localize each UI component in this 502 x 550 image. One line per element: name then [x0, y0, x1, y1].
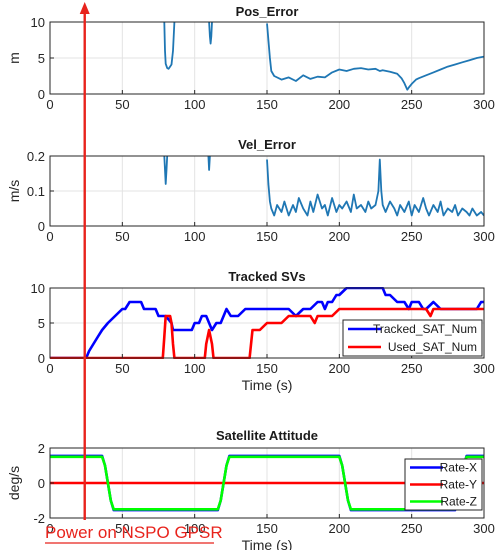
y-tick-label: -2	[33, 511, 45, 526]
y-tick-label: 0	[38, 476, 45, 491]
x-tick-label: 100	[184, 361, 206, 376]
x-tick-label: 50	[115, 361, 129, 376]
x-tick-label: 150	[256, 97, 278, 112]
x-tick-label: 200	[328, 97, 350, 112]
x-tick-label: 50	[115, 97, 129, 112]
y-tick-label: 5	[38, 316, 45, 331]
legend: Tracked_SAT_Num Used_SAT_Num	[342, 319, 483, 357]
annotation-arrow-head	[79, 2, 90, 14]
chart-title: Pos_Error	[236, 4, 299, 19]
x-tick-label: 250	[401, 229, 423, 244]
x-axis-label: Time (s)	[242, 377, 293, 393]
x-tick-label: 200	[328, 521, 350, 536]
y-tick-label: 5	[38, 51, 45, 66]
power-on-annotation: Power on NSPO GPSR	[45, 2, 223, 544]
x-tick-label: 200	[328, 361, 350, 376]
legend-label: Rate-X	[440, 461, 477, 475]
legend-label: Rate-Z	[440, 495, 477, 509]
legend: Rate-X Rate-Y Rate-Z	[404, 458, 483, 511]
x-tick-label: 50	[115, 521, 129, 536]
x-tick-label: 300	[473, 229, 495, 244]
y-axis-label: deg/s	[6, 466, 22, 500]
y-axis-label: m	[6, 52, 22, 64]
y-tick-label: 0	[38, 351, 45, 366]
x-tick-label: 200	[328, 229, 350, 244]
y-tick-label: 0.2	[27, 149, 45, 164]
x-axis-label: Time (s)	[242, 537, 293, 550]
x-tick-label: 100	[184, 521, 206, 536]
legend-label: Tracked_SAT_Num	[373, 322, 477, 336]
y-axis-label: m/s	[6, 180, 22, 203]
annotation-label: Power on NSPO GPSR	[45, 523, 223, 542]
series-line-1	[266, 23, 484, 91]
series-line-2	[163, 21, 176, 70]
y-tick-label: 0	[38, 219, 45, 234]
chart-title: Tracked SVs	[228, 269, 305, 284]
chart-panel-2: 0 50 100 150 200 250 300 0 0.1 0.2 Vel_Error m/s	[6, 137, 495, 244]
legend-label: Rate-Y	[440, 478, 477, 492]
y-tick-label: 2	[38, 441, 45, 456]
x-tick-label: 50	[115, 229, 129, 244]
x-tick-label: 100	[184, 229, 206, 244]
chart-panel-3: 0 50 100 150 200 250 300 0 5 10 Tracked SVs Time (s…	[31, 269, 495, 393]
series-group	[163, 21, 484, 91]
chart-title: Vel_Error	[238, 137, 296, 152]
chart-title: Satellite Attitude	[216, 428, 318, 443]
x-tick-label: 250	[401, 97, 423, 112]
x-tick-label: 300	[473, 361, 495, 376]
legend-box	[342, 319, 483, 357]
x-tick-label: 250	[401, 521, 423, 536]
series-group	[163, 155, 484, 217]
x-tick-label: 0	[46, 97, 53, 112]
series-line-3	[208, 21, 213, 45]
x-tick-label: 150	[256, 521, 278, 536]
series-line-1	[266, 158, 484, 217]
x-tick-label: 150	[256, 229, 278, 244]
y-tick-label: 10	[31, 15, 45, 30]
y-tick-label: 0.1	[27, 184, 45, 199]
series-line-2	[163, 155, 169, 185]
series-line-3	[207, 155, 211, 171]
x-tick-label: 250	[401, 361, 423, 376]
x-tick-label: 0	[46, 229, 53, 244]
legend-label: Used_SAT_Num	[388, 340, 477, 354]
y-tick-label: 0	[38, 87, 45, 102]
x-tick-label: 300	[473, 97, 495, 112]
x-tick-label: 100	[184, 97, 206, 112]
series-line-tracked-sat-num	[50, 287, 484, 359]
x-tick-label: 300	[473, 521, 495, 536]
x-tick-label: 0	[46, 521, 53, 536]
y-tick-label: 10	[31, 281, 45, 296]
x-tick-label: 150	[256, 361, 278, 376]
x-tick-label: 0	[46, 361, 53, 376]
